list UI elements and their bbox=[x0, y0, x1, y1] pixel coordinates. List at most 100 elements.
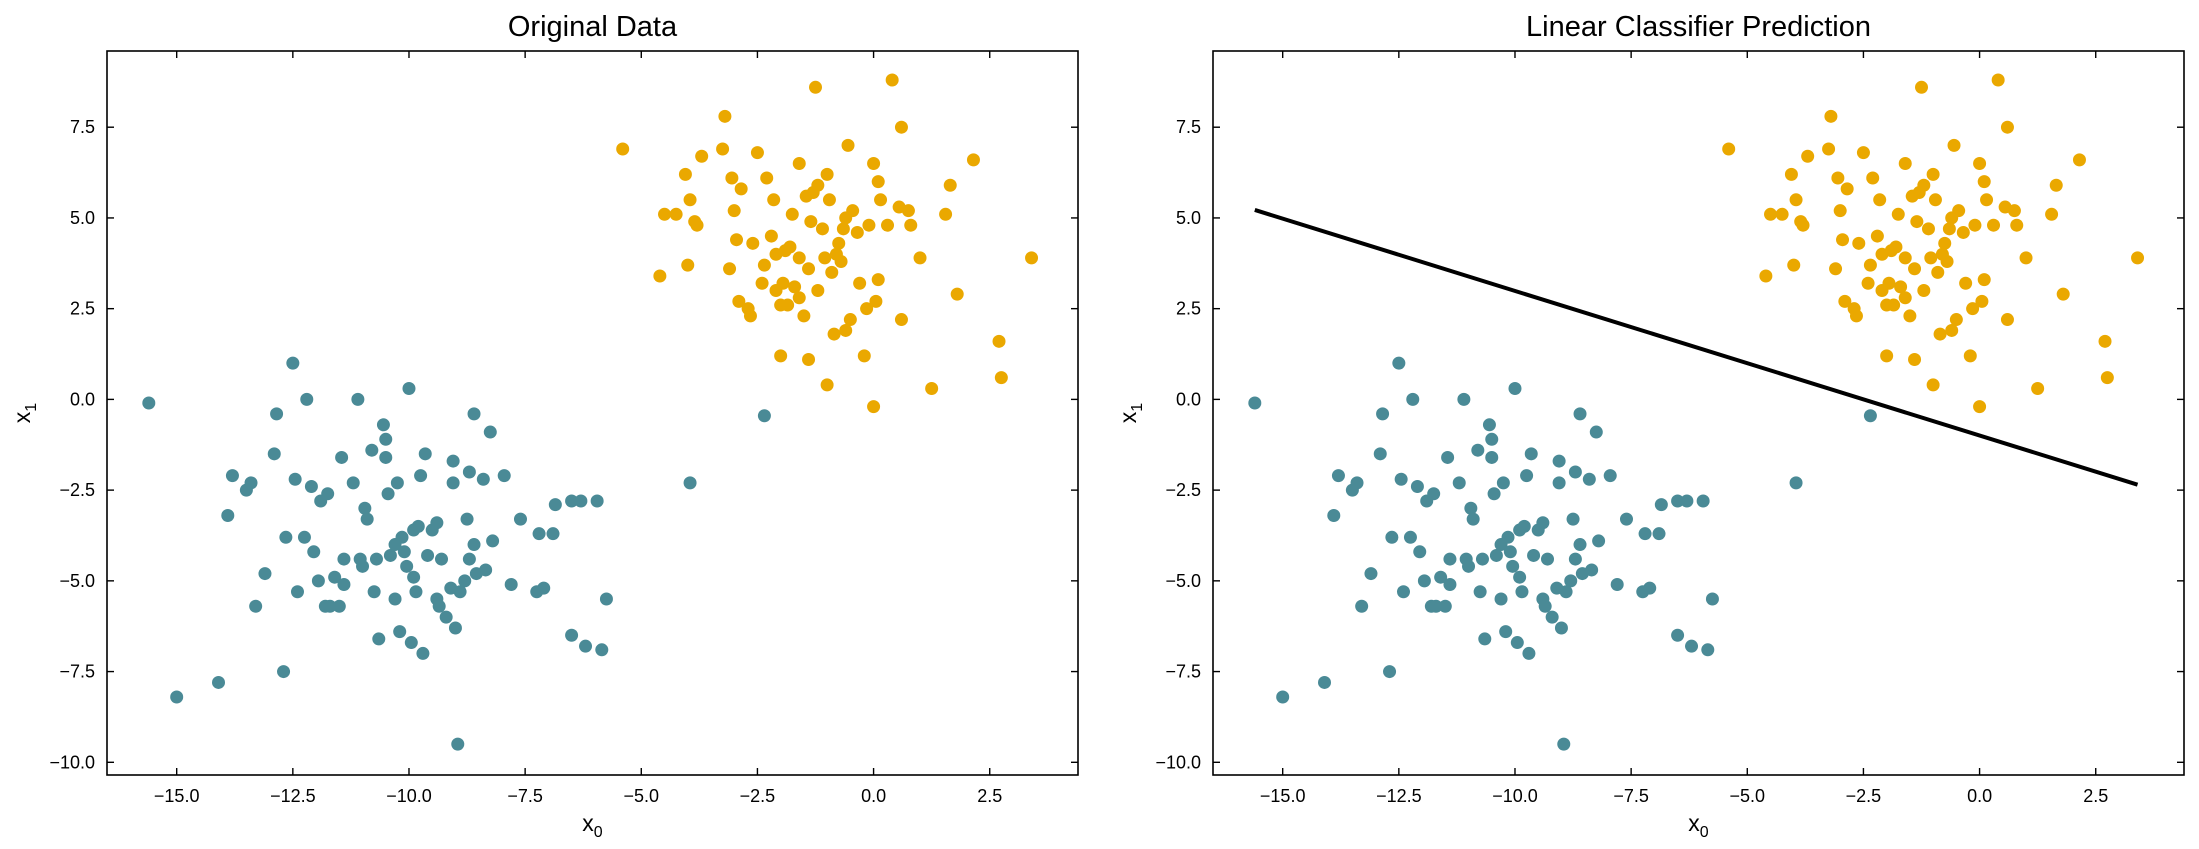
data-point-yellow bbox=[760, 171, 774, 185]
chart-title: Linear Classifier Prediction bbox=[1526, 11, 1871, 43]
data-point-blue bbox=[221, 509, 235, 523]
data-point-blue bbox=[683, 476, 697, 490]
data-point-blue bbox=[290, 585, 304, 599]
data-point-yellow bbox=[820, 378, 834, 392]
data-point-yellow bbox=[1849, 309, 1863, 323]
data-point-yellow bbox=[871, 175, 885, 189]
data-point-blue bbox=[1452, 476, 1466, 490]
data-point-yellow bbox=[2031, 382, 2045, 396]
data-point-blue bbox=[356, 559, 370, 573]
data-point-blue bbox=[590, 494, 604, 508]
data-point-blue bbox=[351, 392, 365, 406]
data-point-blue bbox=[1652, 527, 1666, 541]
data-point-yellow bbox=[839, 323, 853, 337]
data-point-blue bbox=[1394, 472, 1408, 486]
data-point-yellow bbox=[885, 73, 899, 87]
data-point-blue bbox=[288, 472, 302, 486]
data-point-blue bbox=[1508, 382, 1522, 396]
data-point-blue bbox=[1506, 559, 1520, 573]
data-point-yellow bbox=[857, 349, 871, 363]
data-point-yellow bbox=[2007, 204, 2021, 218]
data-point-yellow bbox=[2045, 207, 2059, 221]
data-point-blue bbox=[1499, 625, 1513, 639]
data-point-yellow bbox=[881, 218, 895, 232]
data-point-yellow bbox=[1938, 236, 1952, 250]
data-point-yellow bbox=[1887, 298, 1901, 312]
y-tick-label: 2.5 bbox=[70, 299, 95, 319]
data-point-blue bbox=[1464, 501, 1478, 515]
data-point-blue bbox=[418, 447, 432, 461]
data-point-blue bbox=[1350, 476, 1364, 490]
data-point-yellow bbox=[862, 218, 876, 232]
data-point-blue bbox=[390, 476, 404, 490]
data-point-yellow bbox=[1956, 225, 1970, 239]
data-point-blue bbox=[462, 552, 476, 566]
data-point-blue bbox=[467, 407, 481, 421]
data-point-yellow bbox=[1926, 378, 1940, 392]
data-point-yellow bbox=[730, 233, 744, 247]
data-point-yellow bbox=[1873, 193, 1887, 207]
data-point-blue bbox=[1413, 545, 1427, 559]
x-tick-label: −10.0 bbox=[386, 786, 432, 806]
data-point-blue bbox=[1373, 447, 1387, 461]
data-point-blue bbox=[1513, 570, 1527, 584]
data-point-yellow bbox=[1963, 349, 1977, 363]
data-point-blue bbox=[1376, 407, 1390, 421]
data-point-blue bbox=[335, 450, 349, 464]
data-point-blue bbox=[367, 585, 381, 599]
data-point-yellow bbox=[853, 276, 867, 290]
y-axis-label: x1 bbox=[1115, 403, 1146, 424]
data-point-blue bbox=[460, 512, 474, 526]
data-point-yellow bbox=[681, 258, 695, 272]
data-point-blue bbox=[1510, 636, 1524, 650]
data-point-yellow bbox=[1856, 146, 1870, 160]
data-point-yellow bbox=[809, 80, 823, 94]
data-point-blue bbox=[407, 570, 421, 584]
data-point-blue bbox=[1429, 599, 1443, 613]
data-point-blue bbox=[404, 636, 418, 650]
data-point-yellow bbox=[1915, 80, 1929, 94]
data-point-yellow bbox=[939, 207, 953, 221]
data-point-blue bbox=[1494, 592, 1508, 606]
data-point-yellow bbox=[825, 265, 839, 279]
data-point-blue bbox=[1396, 585, 1410, 599]
data-point-yellow bbox=[1822, 142, 1836, 156]
data-point-blue bbox=[1457, 392, 1471, 406]
x-tick-label: −15.0 bbox=[154, 786, 200, 806]
data-point-yellow bbox=[1973, 157, 1987, 171]
data-point-blue bbox=[411, 519, 425, 533]
data-point-blue bbox=[1441, 450, 1455, 464]
data-point-yellow bbox=[850, 225, 864, 239]
data-point-yellow bbox=[1875, 284, 1889, 298]
decision-boundary-line bbox=[1254, 208, 2139, 487]
data-point-yellow bbox=[2010, 218, 2024, 232]
data-point-blue bbox=[1527, 548, 1541, 562]
data-point-blue bbox=[1503, 545, 1517, 559]
data-point-blue bbox=[1385, 530, 1399, 544]
data-point-blue bbox=[1552, 476, 1566, 490]
y-tick-label: −7.5 bbox=[1165, 662, 1201, 682]
data-point-yellow bbox=[695, 149, 709, 163]
plot-frame bbox=[106, 50, 1079, 776]
data-point-yellow bbox=[834, 254, 848, 268]
data-point-yellow bbox=[815, 222, 829, 236]
y-tick-label: 7.5 bbox=[1176, 117, 1201, 137]
data-point-yellow bbox=[792, 157, 806, 171]
data-point-blue bbox=[1573, 538, 1587, 552]
data-point-yellow bbox=[1933, 327, 1947, 341]
data-point-blue bbox=[1566, 512, 1580, 526]
data-point-yellow bbox=[992, 334, 1006, 348]
data-point-blue bbox=[1406, 392, 1420, 406]
data-point-blue bbox=[451, 737, 465, 751]
data-point-blue bbox=[476, 472, 490, 486]
data-point-yellow bbox=[1898, 157, 1912, 171]
data-point-blue bbox=[304, 479, 318, 493]
data-point-blue bbox=[1552, 454, 1566, 468]
data-point-yellow bbox=[1898, 251, 1912, 265]
data-point-yellow bbox=[1991, 73, 2005, 87]
data-point-blue bbox=[311, 574, 325, 588]
data-point-blue bbox=[1276, 690, 1290, 704]
data-point-yellow bbox=[1891, 207, 1905, 221]
data-point-yellow bbox=[1796, 218, 1810, 232]
data-point-yellow bbox=[841, 138, 855, 152]
